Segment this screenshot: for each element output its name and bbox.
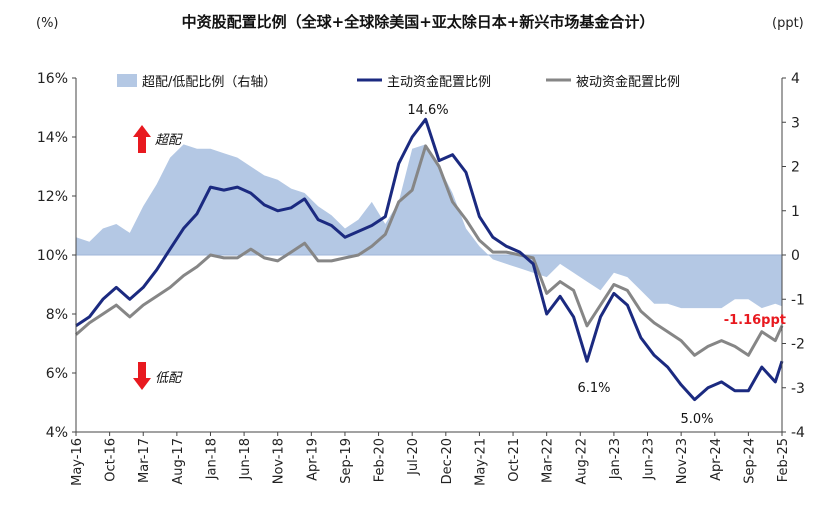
overweight-label: 超配 xyxy=(155,133,183,148)
legend-label-passive: 被动资金配置比例 xyxy=(576,74,680,90)
x-tick-label: Apr-19 xyxy=(305,438,320,481)
x-tick-label: Feb-20 xyxy=(373,438,388,482)
axes-layer xyxy=(72,77,786,436)
legend-label-area: 超配/低配比例（右轴） xyxy=(142,75,276,90)
overweight-marker: 超配 xyxy=(133,125,183,153)
x-tick-label: Jun-23 xyxy=(642,438,657,481)
legend-swatch-area xyxy=(117,74,137,87)
overweight-area-layer xyxy=(76,144,782,309)
annotation-latest-gap: -1.16ppt xyxy=(724,313,786,328)
x-tick-label: Jan-18 xyxy=(204,438,219,480)
x-tick-label: Jan-23 xyxy=(608,438,623,480)
x-tick-label: Jul-20 xyxy=(406,438,421,476)
tick-labels-layer: 4% 6% 8% 10% 12% 14% 16% -4 -3 -2 -1 0 1 2 3 4 May-16 Oct… xyxy=(37,71,805,486)
x-tick-label: Sep-19 xyxy=(339,438,354,484)
x-tick-label: Mar-22 xyxy=(541,438,556,483)
legend: 超配/低配比例（右轴） 主动资金配置比例 被动资金配置比例 xyxy=(117,74,680,90)
x-tick-label: Sep-24 xyxy=(742,438,757,484)
left-axis-unit: (%) xyxy=(36,16,59,31)
annotation-peak: 14.6% xyxy=(407,103,448,118)
left-tick-label: 8% xyxy=(46,307,68,323)
x-tick-label: May-21 xyxy=(473,438,488,486)
x-tick-label: Nov-18 xyxy=(272,438,287,484)
x-tick-label: Oct-16 xyxy=(104,438,119,482)
right-tick-label: 4 xyxy=(791,71,800,87)
up-arrow-icon xyxy=(133,125,151,153)
right-tick-label: 2 xyxy=(791,160,800,176)
right-tick-label: 0 xyxy=(791,248,800,264)
right-tick-label: -3 xyxy=(791,381,805,397)
chart-title: 中资股配置比例（全球+全球除美国+亚太除日本+新兴市场基金合计） xyxy=(182,13,655,31)
active-allocation-line xyxy=(75,117,784,402)
left-tick-label: 10% xyxy=(37,248,68,264)
down-arrow-icon xyxy=(133,362,151,390)
x-tick-label: Feb-25 xyxy=(776,438,791,482)
legend-label-active: 主动资金配置比例 xyxy=(387,74,491,90)
x-tick-label: Mar-17 xyxy=(137,438,152,483)
right-tick-label: 1 xyxy=(791,204,800,220)
annotation-trough-2022: 6.1% xyxy=(577,381,610,396)
right-tick-label: -1 xyxy=(791,292,805,308)
x-tick-label: Nov-23 xyxy=(675,438,690,484)
underweight-marker: 低配 xyxy=(133,362,183,390)
x-tick-label: Aug-17 xyxy=(171,438,186,485)
left-tick-label: 6% xyxy=(46,366,68,382)
left-tick-label: 12% xyxy=(37,189,68,205)
passive-allocation-line xyxy=(75,144,784,357)
x-tick-label: Dec-20 xyxy=(440,438,455,484)
right-tick-label: 3 xyxy=(791,115,800,131)
x-tick-label: Aug-22 xyxy=(574,438,589,485)
x-tick-label: Oct-21 xyxy=(507,438,522,482)
series-lines-layer xyxy=(75,117,784,402)
x-tick-label: May-16 xyxy=(70,438,85,486)
right-tick-label: -2 xyxy=(791,337,805,353)
underweight-label: 低配 xyxy=(155,371,183,386)
right-axis-unit: (ppt) xyxy=(772,16,804,31)
x-tick-label: Apr-24 xyxy=(709,438,724,481)
left-tick-label: 4% xyxy=(46,425,68,441)
annotation-trough-2023: 5.0% xyxy=(680,412,713,427)
left-tick-label: 14% xyxy=(37,130,68,146)
left-tick-label: 16% xyxy=(37,71,68,87)
right-tick-label: -4 xyxy=(791,425,805,441)
overweight-area xyxy=(76,144,782,309)
x-tick-label: Jun-18 xyxy=(238,438,253,481)
